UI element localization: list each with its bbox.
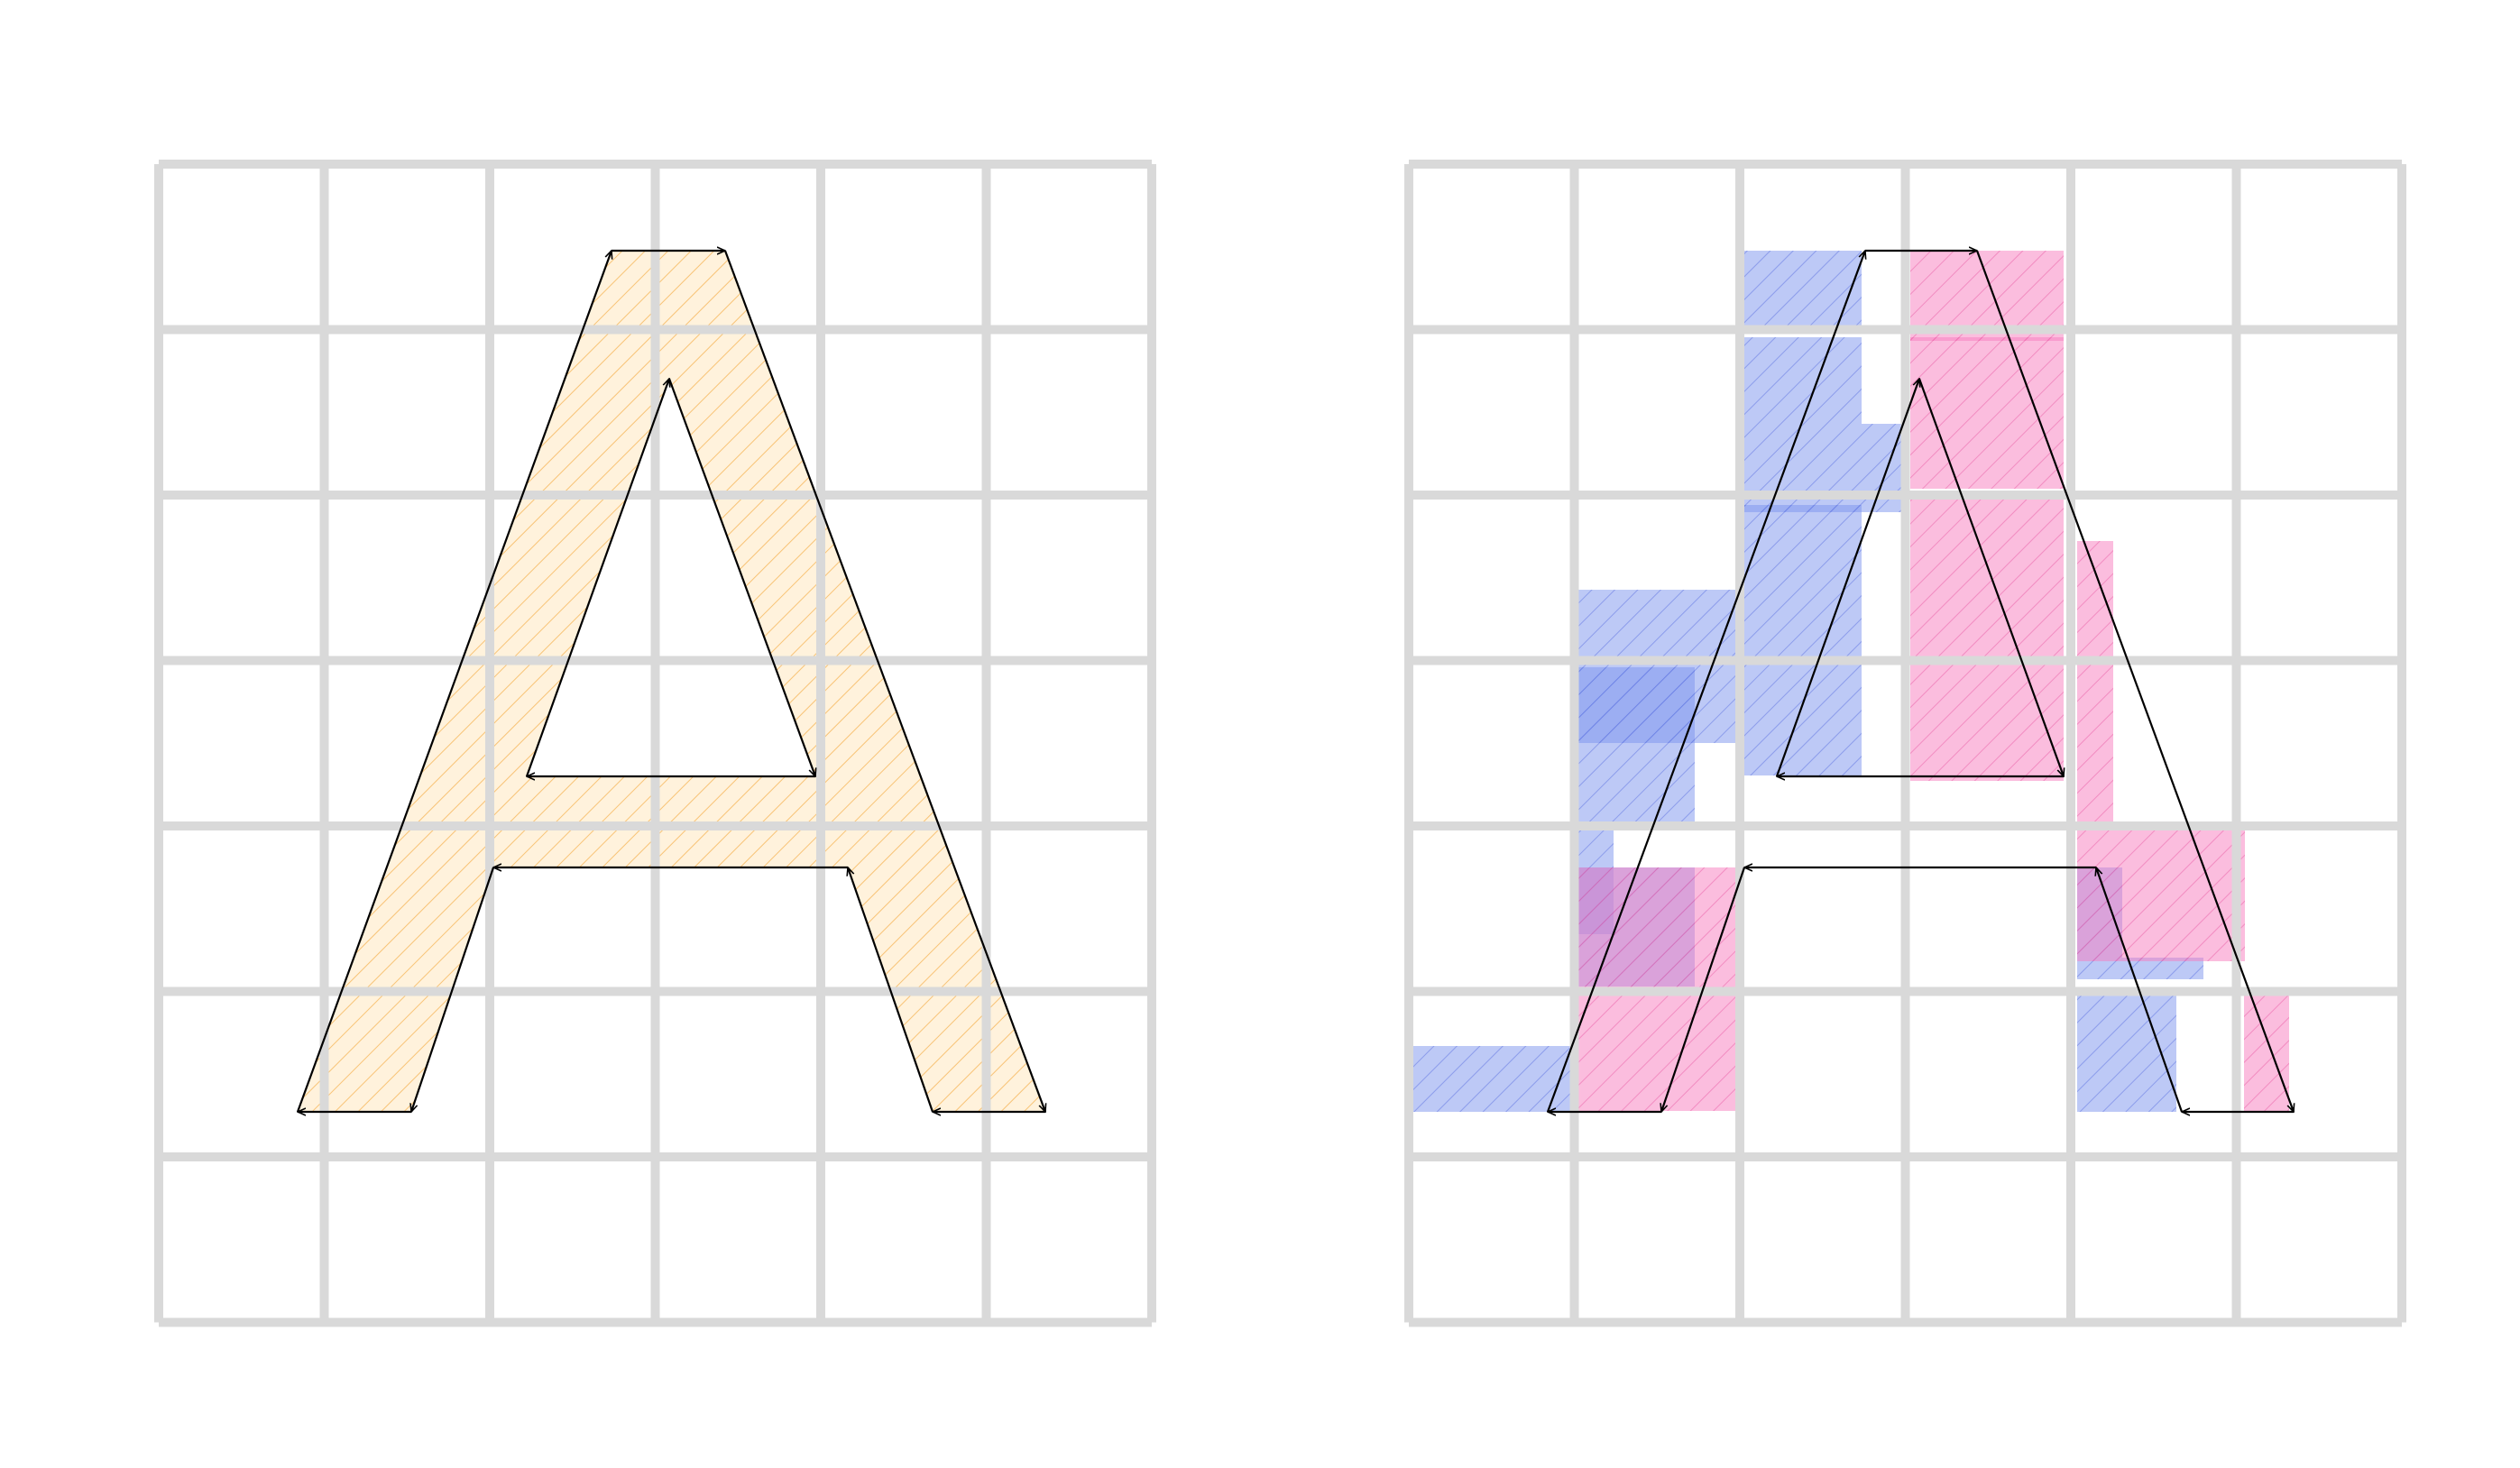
coverage-cell-blue-hatch xyxy=(1577,667,1695,826)
outline-segment xyxy=(1546,251,1865,1113)
left-grid xyxy=(154,160,1156,1327)
outline-segment xyxy=(411,867,495,1112)
outline-segment xyxy=(1661,867,1746,1112)
right-glyph-panel xyxy=(1404,160,2406,1327)
glyph-a-hatch-orange xyxy=(298,251,1045,1112)
coverage-cell-blue-hatch xyxy=(1744,251,1862,332)
outline-segment xyxy=(525,379,669,777)
coverage-cell-pink-hatch xyxy=(2244,995,2289,1112)
outline-segment xyxy=(1975,250,2294,1112)
outline-segment xyxy=(2096,867,2184,1113)
outline-segment xyxy=(1775,379,1919,777)
coverage-cell-blue-hatch xyxy=(1744,337,1862,424)
coverage-cell-blue-hatch xyxy=(1412,1046,1575,1112)
coverage-cells xyxy=(1412,251,2289,1112)
left-glyph-fill xyxy=(298,251,1045,1112)
coverage-cell-pink-hatch xyxy=(2077,826,2245,961)
outline-segment xyxy=(296,251,612,1113)
coverage-cell-pink-hatch xyxy=(1910,337,2064,489)
coverage-cell-pink-hatch xyxy=(2077,541,2113,830)
coverage-cell-pink-hatch xyxy=(1910,496,2064,781)
coverage-cell-blue-hatch xyxy=(1744,505,1862,775)
left-glyph-outline xyxy=(296,250,1045,1113)
outline-segment xyxy=(723,250,1045,1112)
right-glyph-outline xyxy=(1546,250,2294,1113)
left-glyph-panel xyxy=(154,160,1156,1327)
outline-segment xyxy=(1918,378,2064,776)
outline-segment xyxy=(848,867,934,1113)
right-grid xyxy=(1404,160,2406,1327)
coverage-cell-blue-hatch xyxy=(2077,995,2176,1112)
outline-segment xyxy=(667,378,815,776)
